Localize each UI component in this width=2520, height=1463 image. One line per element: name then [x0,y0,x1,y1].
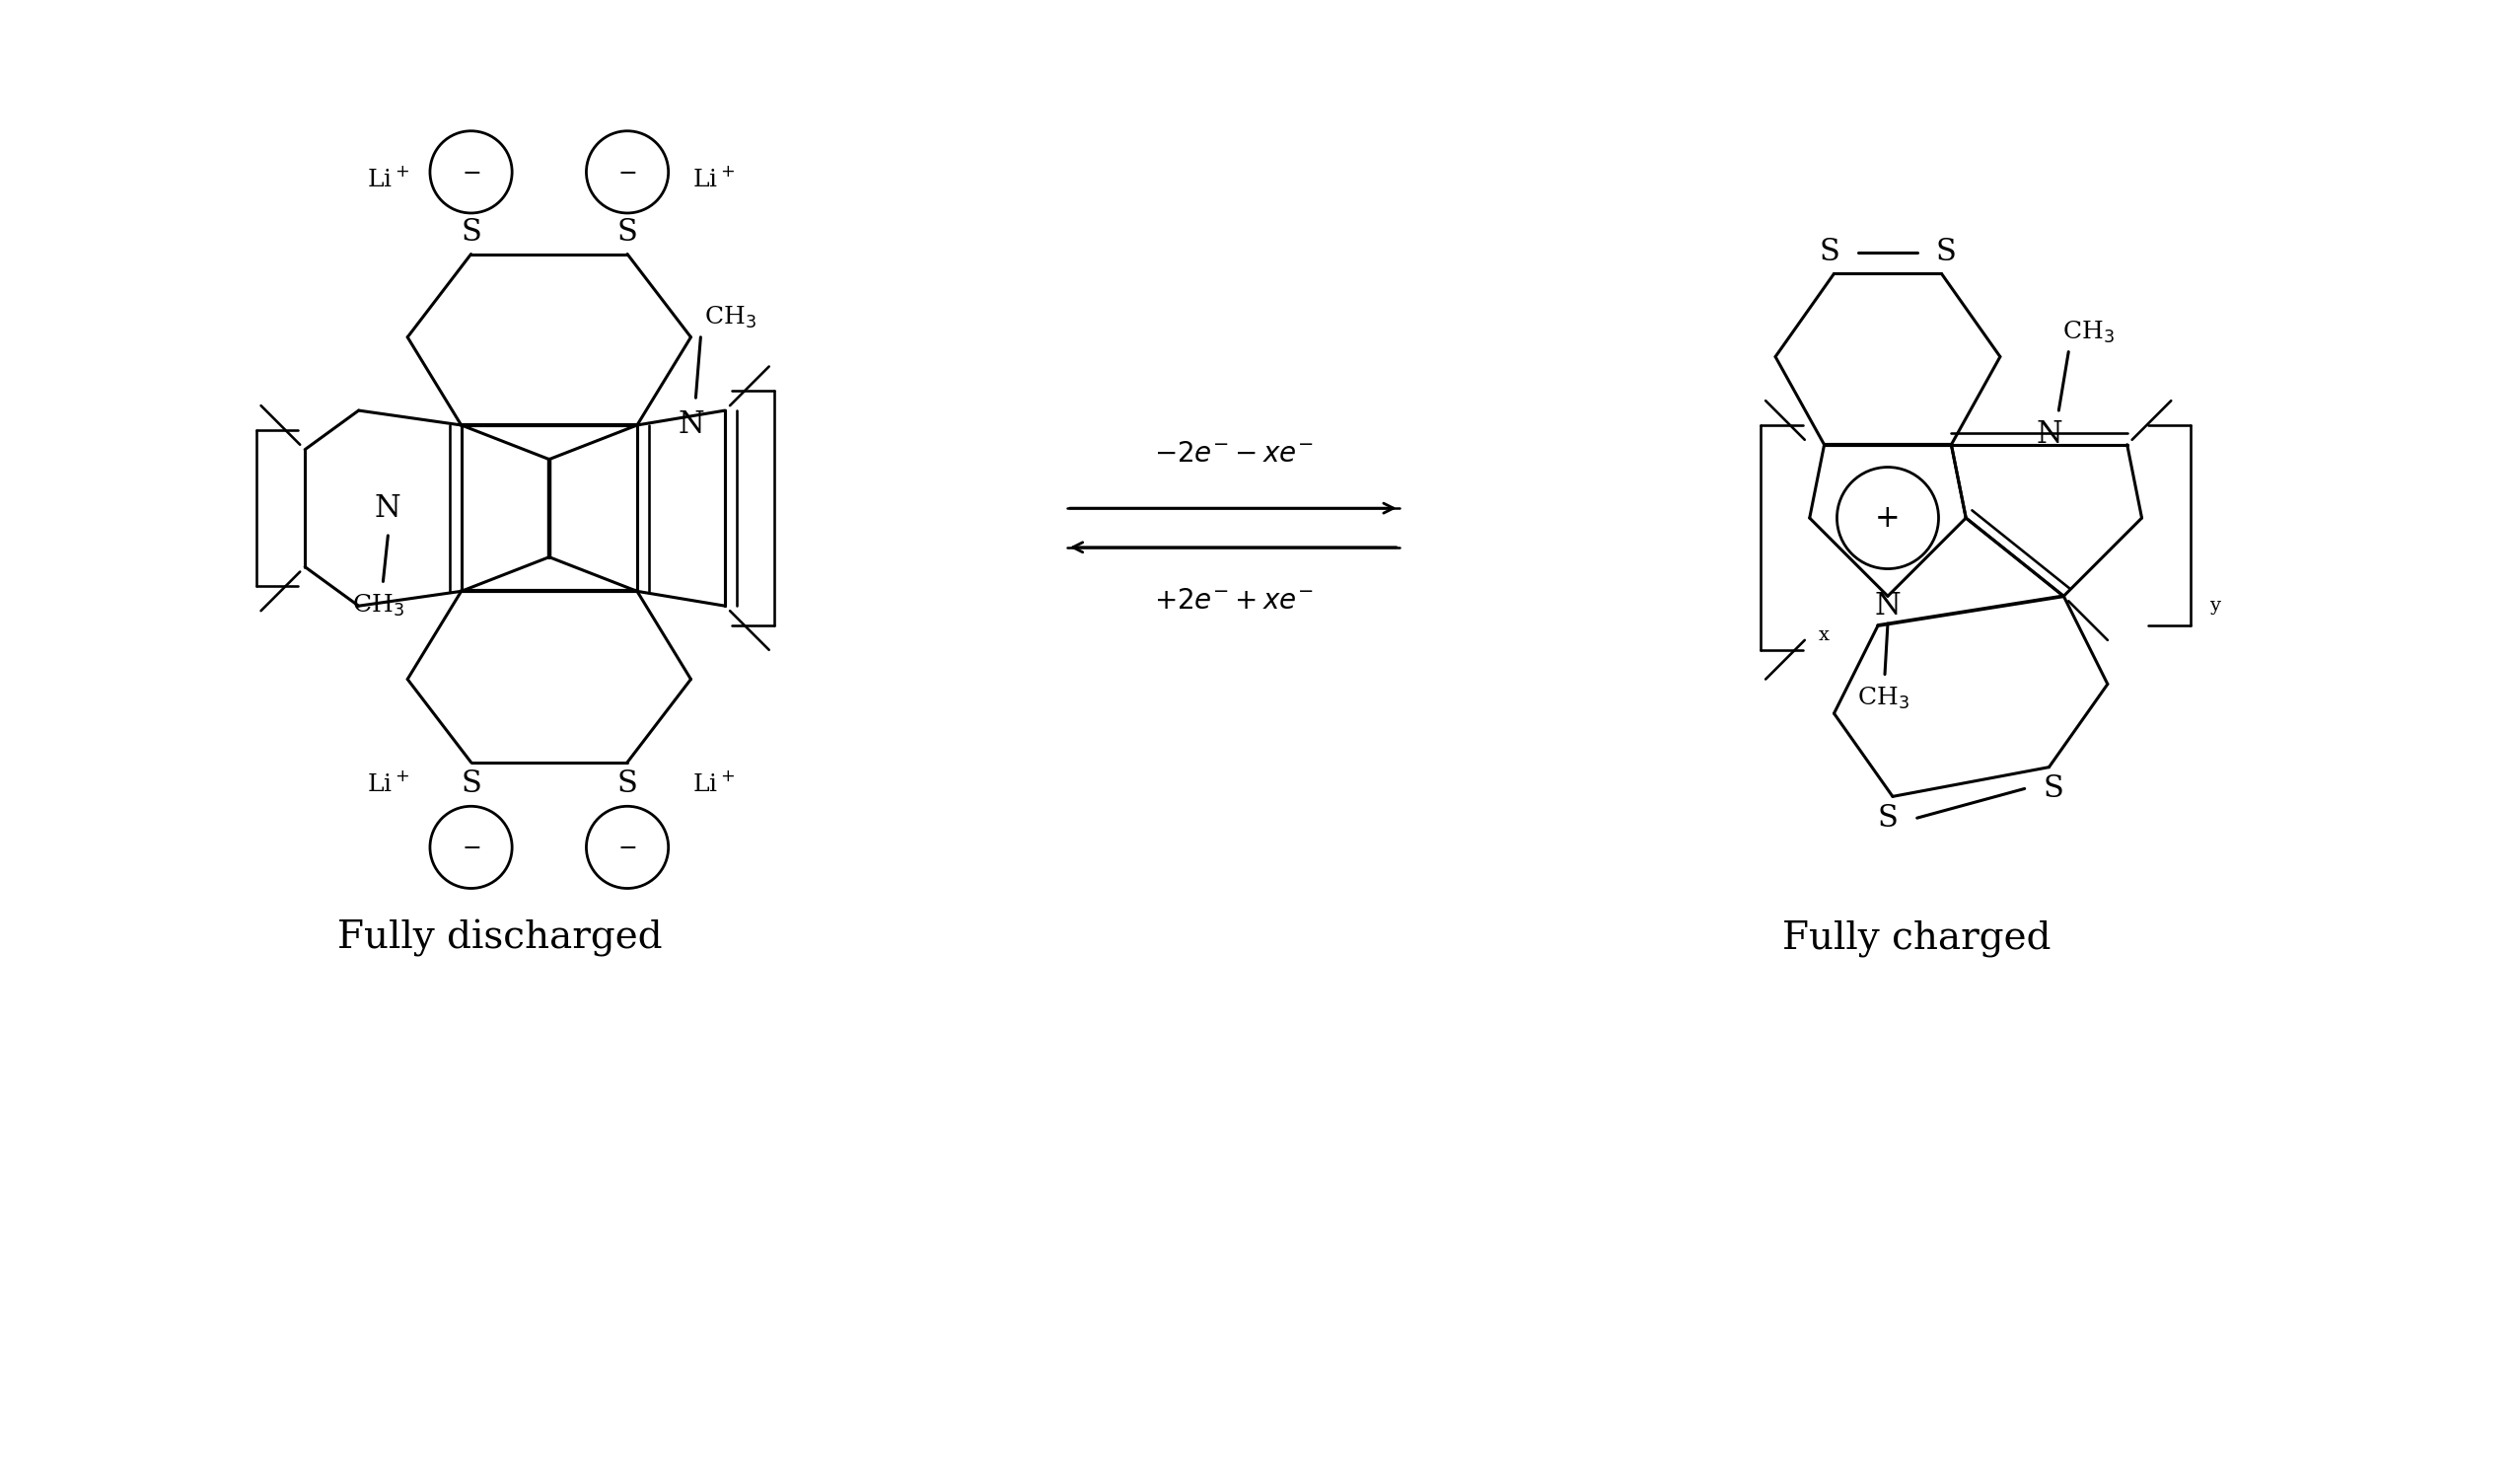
Text: N: N [375,493,401,524]
Text: N: N [678,410,703,440]
Text: $-$: $-$ [617,161,638,183]
Text: CH$_3$: CH$_3$ [353,593,403,619]
Text: CH$_3$: CH$_3$ [1857,686,1910,711]
Text: S: S [1819,237,1840,268]
Text: S: S [2044,774,2064,805]
Text: $-$: $-$ [617,835,638,859]
Text: +: + [1875,503,1900,533]
Text: N: N [2036,420,2061,451]
Text: $+2e^{-}+xe^{-}$: $+2e^{-}+xe^{-}$ [1154,588,1313,614]
Text: CH$_3$: CH$_3$ [2061,319,2114,345]
Text: x: x [1819,626,1830,644]
Text: Li$^+$: Li$^+$ [368,771,408,796]
Text: N: N [1875,591,1900,622]
Text: S: S [1877,803,1898,834]
Text: S: S [461,218,481,247]
Text: $-$: $-$ [461,161,481,183]
Text: Fully charged: Fully charged [1782,920,2051,957]
Text: Li$^+$: Li$^+$ [693,167,736,192]
Text: S: S [461,768,481,799]
Text: $-$: $-$ [461,835,481,859]
Text: S: S [617,768,638,799]
Text: Li$^+$: Li$^+$ [368,167,408,192]
Text: Fully discharged: Fully discharged [338,919,663,957]
Text: S: S [617,218,638,247]
Text: y: y [2210,597,2220,614]
Text: CH$_3$: CH$_3$ [703,304,756,331]
Text: S: S [1935,237,1956,268]
Text: $-2e^{-}-xe^{-}$: $-2e^{-}-xe^{-}$ [1154,442,1313,468]
Text: Li$^+$: Li$^+$ [693,771,736,796]
